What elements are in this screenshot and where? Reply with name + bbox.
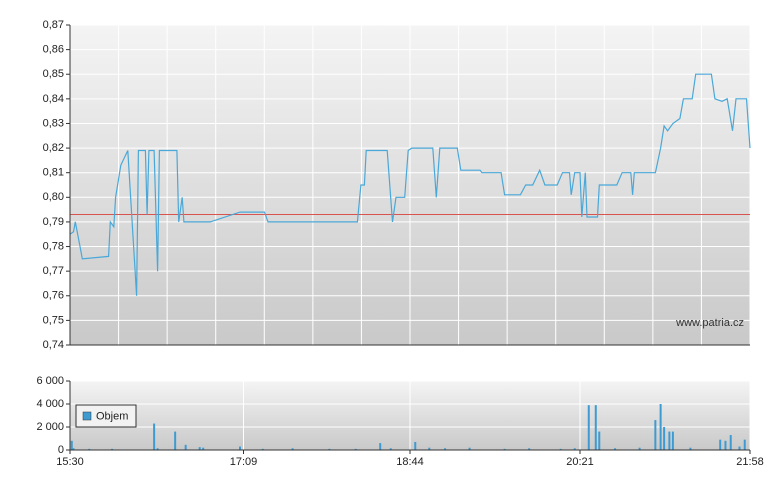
volume-bar — [598, 431, 601, 450]
volume-bar — [444, 448, 447, 450]
legend-swatch — [82, 411, 92, 421]
y-tick-label: 0,75 — [43, 314, 64, 326]
y-tick-label: 0,87 — [43, 19, 64, 31]
y-tick-label: 0,76 — [43, 290, 64, 302]
x-tick-label: 17:09 — [230, 456, 258, 468]
x-tick-label: 18:44 — [396, 456, 424, 468]
volume-bar — [153, 423, 156, 450]
volume-bar — [156, 448, 159, 450]
x-tick-label: 20:21 — [566, 456, 594, 468]
y-tick-label: 0,83 — [43, 117, 64, 129]
volume-bar — [503, 448, 506, 450]
x-tick-label: 15:30 — [56, 456, 84, 468]
volume-bar — [743, 439, 746, 450]
volume-bar — [239, 446, 241, 450]
y-tick-label: 0,77 — [43, 265, 64, 277]
volume-bar — [738, 446, 741, 450]
legend-label: Objem — [96, 410, 128, 422]
y-tick-label: 0,85 — [43, 68, 64, 80]
y-tick-label: 0,78 — [43, 240, 64, 252]
legend-box — [75, 404, 137, 428]
volume-bar — [614, 448, 617, 450]
volume-bar — [559, 448, 562, 450]
volume-bar — [184, 444, 187, 450]
volume-bar — [654, 420, 657, 450]
volume-bar — [724, 440, 727, 450]
volume-bar — [70, 440, 73, 450]
volume-bar — [261, 448, 264, 450]
volume-bar — [573, 448, 576, 450]
volume-bar — [528, 448, 531, 450]
y-tick-label: 6 000 — [36, 375, 64, 387]
y-tick-label: 4 000 — [36, 398, 64, 410]
volume-bar — [468, 447, 471, 450]
volume-bar — [198, 447, 201, 450]
volume-bar — [414, 441, 417, 450]
volume-bar — [719, 439, 722, 450]
price-line — [69, 73, 751, 296]
volume-bar — [638, 447, 641, 450]
y-tick-label: 0,82 — [43, 142, 64, 154]
y-tick-label: 0,84 — [43, 93, 64, 105]
volume-bar — [729, 435, 732, 450]
volume-bar — [594, 405, 597, 450]
volume-bar — [291, 448, 294, 450]
volume-bar — [72, 448, 75, 450]
volume-bar — [663, 427, 666, 450]
volume-bar — [328, 448, 331, 450]
y-tick-label: 0,81 — [43, 167, 64, 179]
y-tick-label: 0,79 — [43, 216, 64, 228]
y-tick-label: 0,74 — [43, 339, 64, 351]
volume-bar — [111, 448, 114, 450]
volume-bar — [389, 448, 392, 450]
volume-bar — [354, 448, 357, 450]
volume-bar — [587, 405, 590, 450]
volume-bar — [202, 447, 205, 450]
y-tick-label: 0,86 — [43, 44, 64, 56]
x-tick-label: 21:58 — [736, 456, 764, 468]
y-tick-label: 0,80 — [43, 191, 64, 203]
y-tick-label: 2 000 — [36, 421, 64, 433]
volume-bar — [689, 447, 692, 450]
volume-bar — [379, 443, 382, 450]
volume-bar — [671, 431, 674, 450]
watermark: www.patria.cz — [675, 317, 744, 329]
volume-bar — [668, 431, 671, 450]
y-tick-label: 0 — [58, 444, 64, 456]
volume-bar — [659, 404, 662, 450]
volume-bar — [88, 448, 91, 450]
volume-bar — [428, 447, 431, 450]
volume-bar — [174, 431, 177, 450]
